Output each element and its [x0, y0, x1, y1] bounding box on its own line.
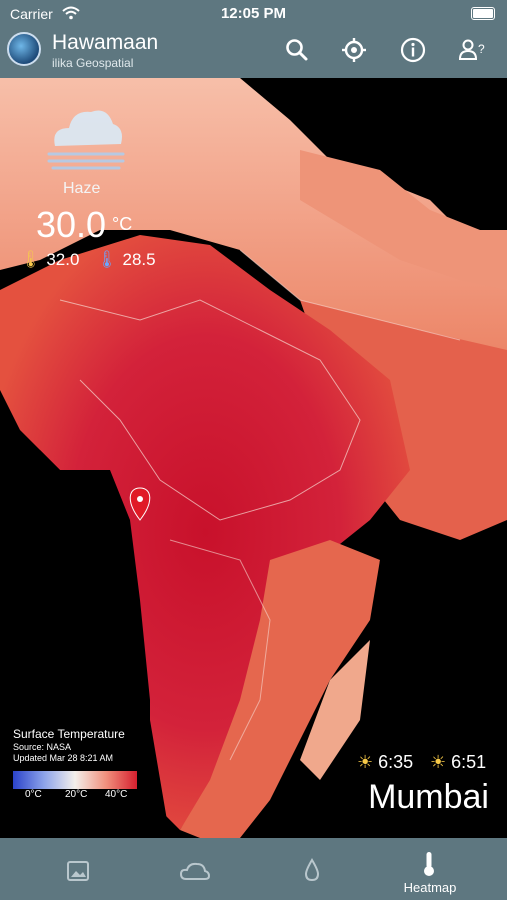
current-temperature: 30.0: [36, 204, 107, 245]
thermometer-icon: [424, 852, 434, 876]
legend-source: Source: NASA: [13, 742, 72, 752]
cloud-icon: [179, 862, 211, 880]
weather-condition: Haze: [63, 180, 101, 197]
sunset-icon: ☀: [430, 752, 447, 772]
status-bar: Carrier 12:05 PM: [0, 0, 507, 28]
wifi-icon: [62, 6, 80, 20]
location-pin[interactable]: [129, 487, 151, 521]
legend-updated: Updated Mar 28 8:21 AM: [13, 753, 114, 763]
app-logo: [7, 32, 41, 66]
min-temperature: 28.5: [122, 250, 156, 269]
user-help-icon[interactable]: ?: [458, 37, 488, 63]
sunset-time: 6:51: [451, 752, 487, 772]
sunrise: ☀ 6:35: [357, 752, 413, 773]
tab-heatmap-label: Heatmap: [403, 880, 457, 895]
heat-legend: Surface Temperature Source: NASA Updated…: [13, 727, 153, 801]
carrier-label: Carrier: [10, 6, 53, 22]
thermometer-hot-icon: 🌡: [20, 250, 42, 269]
sunset: ☀ 6:51: [430, 752, 486, 773]
city-name: Mumbai: [368, 778, 489, 816]
temp-range: 🌡 32.0 🌡 28.5: [20, 250, 156, 270]
search-icon[interactable]: [284, 37, 310, 63]
info-icon[interactable]: [400, 37, 426, 63]
app-header: Hawamaan ilika Geospatial ?: [0, 28, 507, 78]
image-icon: [67, 861, 89, 881]
tab-rain[interactable]: [252, 838, 378, 900]
heatmap-layer: [0, 78, 507, 838]
legend-tick: 0°C: [25, 789, 42, 800]
app-subtitle: ilika Geospatial: [52, 56, 134, 70]
legend-ticks: 0°C 20°C 40°C: [13, 789, 153, 801]
legend-color-bar: [13, 771, 137, 789]
legend-tick: 40°C: [105, 789, 128, 800]
sunrise-time: 6:35: [378, 752, 414, 772]
temperature-unit: °C: [112, 214, 133, 234]
drop-icon: [304, 858, 320, 882]
locate-icon[interactable]: [341, 37, 367, 63]
tab-clouds[interactable]: [133, 838, 259, 900]
status-time: 12:05 PM: [220, 5, 287, 22]
sunrise-icon: ☀: [357, 752, 374, 772]
tab-bar: Heatmap: [0, 838, 507, 900]
thermometer-cold-icon: 🌡: [96, 250, 118, 269]
app-title: Hawamaan: [52, 31, 159, 54]
max-temperature: 32.0: [46, 250, 80, 269]
heatmap-map[interactable]: Haze 30.0 °C 🌡 32.0 🌡 28.5: [0, 78, 507, 838]
battery-icon: [471, 7, 495, 20]
svg-text:?: ?: [478, 42, 485, 56]
haze-cloud-icon: [47, 110, 125, 170]
legend-title: Surface Temperature: [13, 727, 125, 741]
legend-tick: 20°C: [65, 789, 88, 800]
tab-images[interactable]: [14, 838, 140, 900]
tab-heatmap[interactable]: Heatmap: [367, 838, 493, 900]
